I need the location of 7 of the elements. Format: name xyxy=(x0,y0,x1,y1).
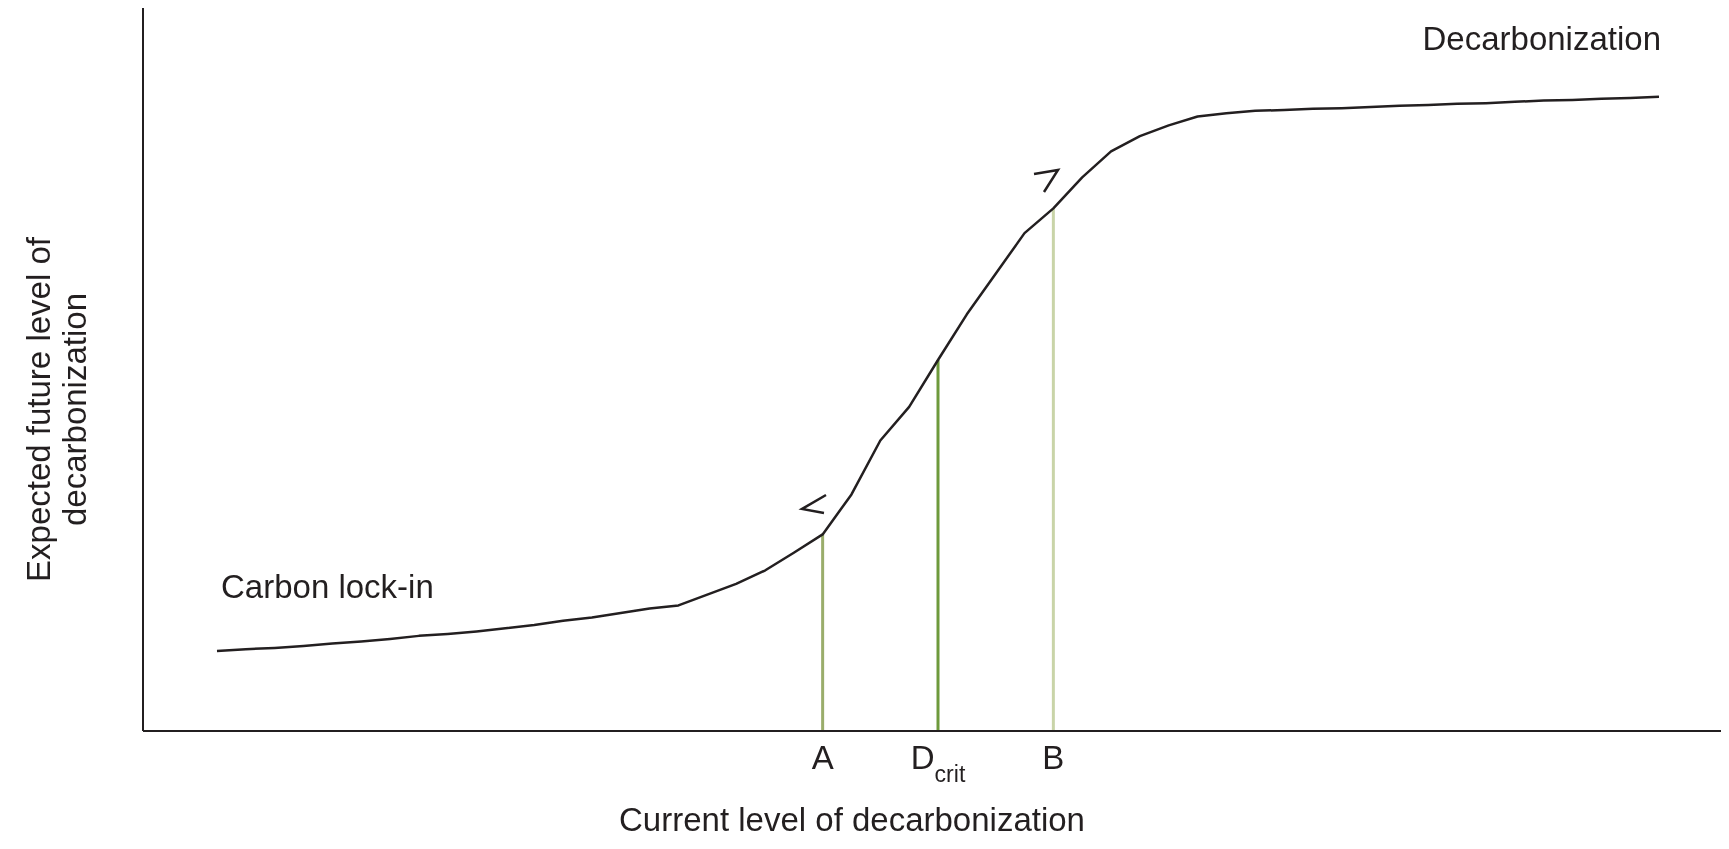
x-tick-label: A xyxy=(811,739,834,776)
x-axis-title: Current level of decarbonization xyxy=(619,801,1085,838)
annotation: Carbon lock-in xyxy=(221,568,434,606)
y-axis-title: Expected future level of decarbonization xyxy=(20,236,93,582)
x-tick-label: B xyxy=(1042,739,1065,776)
text: Decarbonization xyxy=(1422,20,1661,58)
x-tick-label: D$_{crit}$ xyxy=(910,739,966,787)
